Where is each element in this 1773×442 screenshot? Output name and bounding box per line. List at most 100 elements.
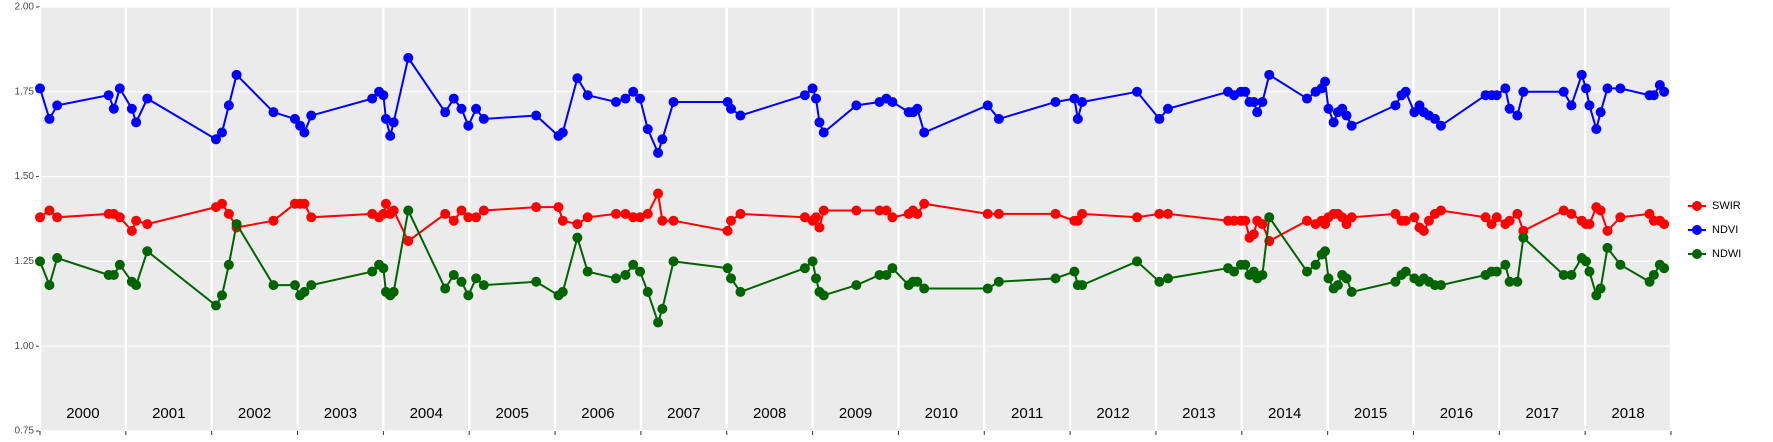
point [299, 286, 310, 297]
point [1500, 259, 1511, 270]
point [1332, 280, 1343, 291]
point [1132, 212, 1143, 223]
point [44, 113, 55, 124]
point [1229, 266, 1240, 277]
point [1648, 90, 1659, 101]
point [471, 103, 482, 114]
point [403, 236, 414, 247]
point [1050, 273, 1061, 284]
point [1486, 219, 1497, 230]
point [471, 273, 482, 284]
year-label: 2007 [667, 405, 700, 422]
point [620, 93, 631, 104]
point [1418, 225, 1429, 236]
point [1264, 212, 1275, 223]
point [448, 269, 459, 280]
point [1591, 124, 1602, 135]
legend-key [1692, 201, 1702, 211]
point [114, 83, 125, 94]
point [799, 90, 810, 101]
point [851, 280, 862, 291]
point [1248, 229, 1259, 240]
point [223, 259, 234, 270]
point [1504, 103, 1515, 114]
point [1512, 276, 1523, 287]
point [385, 130, 396, 141]
point [1409, 107, 1420, 118]
point [1615, 83, 1626, 94]
point [1132, 256, 1143, 267]
point [1341, 273, 1352, 284]
point [1320, 246, 1331, 257]
point [887, 96, 898, 107]
point [448, 93, 459, 104]
point [657, 134, 668, 145]
point [531, 202, 542, 213]
point [557, 286, 568, 297]
point [1500, 83, 1511, 94]
point [440, 283, 451, 294]
point [231, 69, 242, 80]
point [1390, 208, 1401, 219]
point [1162, 208, 1173, 219]
point [306, 110, 317, 121]
point [448, 215, 459, 226]
year-label: 2015 [1354, 405, 1387, 422]
point [1581, 83, 1592, 94]
point [388, 286, 399, 297]
y-tick-label: 1.25 [15, 256, 35, 267]
point [463, 290, 474, 301]
year-label: 2004 [410, 405, 443, 422]
year-label: 2001 [152, 405, 185, 422]
point [611, 208, 622, 219]
year-label: 2018 [1611, 405, 1644, 422]
point [126, 225, 137, 236]
point [874, 205, 885, 216]
point [216, 127, 227, 138]
point [478, 280, 489, 291]
point [799, 263, 810, 274]
point [1346, 212, 1357, 223]
point [668, 256, 679, 267]
point [440, 107, 451, 118]
point [628, 212, 639, 223]
point [142, 219, 153, 230]
point [463, 120, 474, 131]
point [1602, 83, 1613, 94]
point [268, 280, 279, 291]
point [851, 100, 862, 111]
point [1257, 219, 1268, 230]
point [1257, 269, 1268, 280]
point [1323, 273, 1334, 284]
y-tick-label: 1.00 [15, 341, 35, 352]
point [1584, 219, 1595, 230]
point [367, 266, 378, 277]
y-tick-label: 1.50 [15, 171, 35, 182]
point [108, 269, 119, 280]
point [620, 269, 631, 280]
point [1423, 215, 1434, 226]
y-tick-label: 1.75 [15, 86, 35, 97]
point [1320, 76, 1331, 87]
point [1491, 90, 1502, 101]
point [1409, 212, 1420, 223]
point [35, 83, 45, 94]
point [726, 215, 737, 226]
point [657, 303, 668, 314]
point [440, 208, 451, 219]
point [1077, 96, 1088, 107]
point [1491, 266, 1502, 277]
point [1566, 208, 1577, 219]
point [726, 103, 737, 114]
point [557, 127, 568, 138]
point [463, 212, 474, 223]
point [1429, 113, 1440, 124]
point [628, 86, 639, 97]
point [1659, 263, 1670, 274]
legend-label: NDWI [1712, 248, 1741, 260]
point [1659, 219, 1670, 230]
point [807, 256, 818, 267]
point [1615, 212, 1626, 223]
point [1558, 86, 1569, 97]
